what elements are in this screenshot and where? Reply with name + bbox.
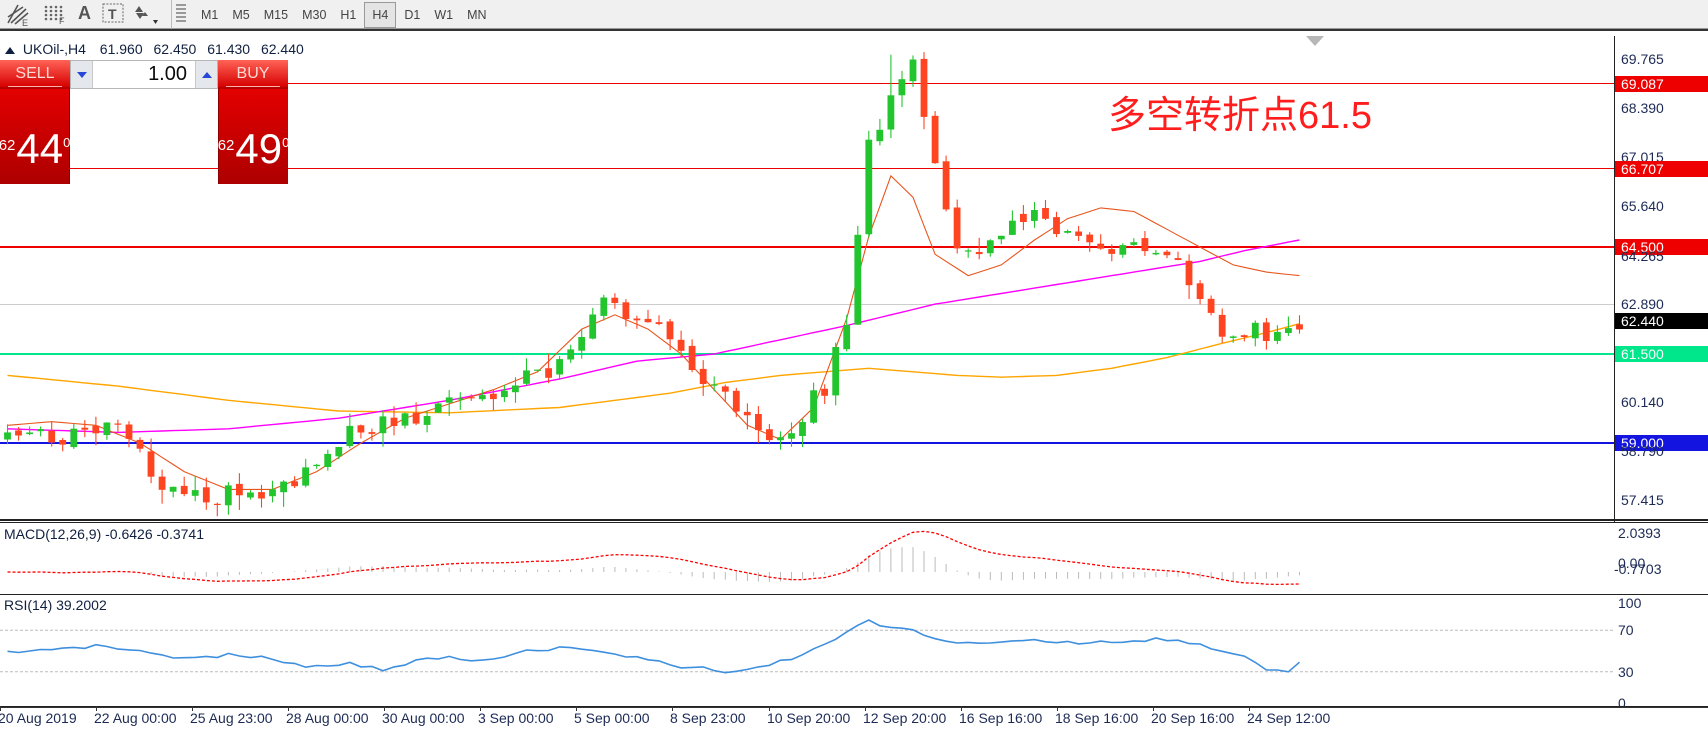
svg-text:T: T: [108, 6, 117, 22]
svg-text:F: F: [59, 16, 65, 25]
svg-text:E: E: [22, 18, 28, 27]
